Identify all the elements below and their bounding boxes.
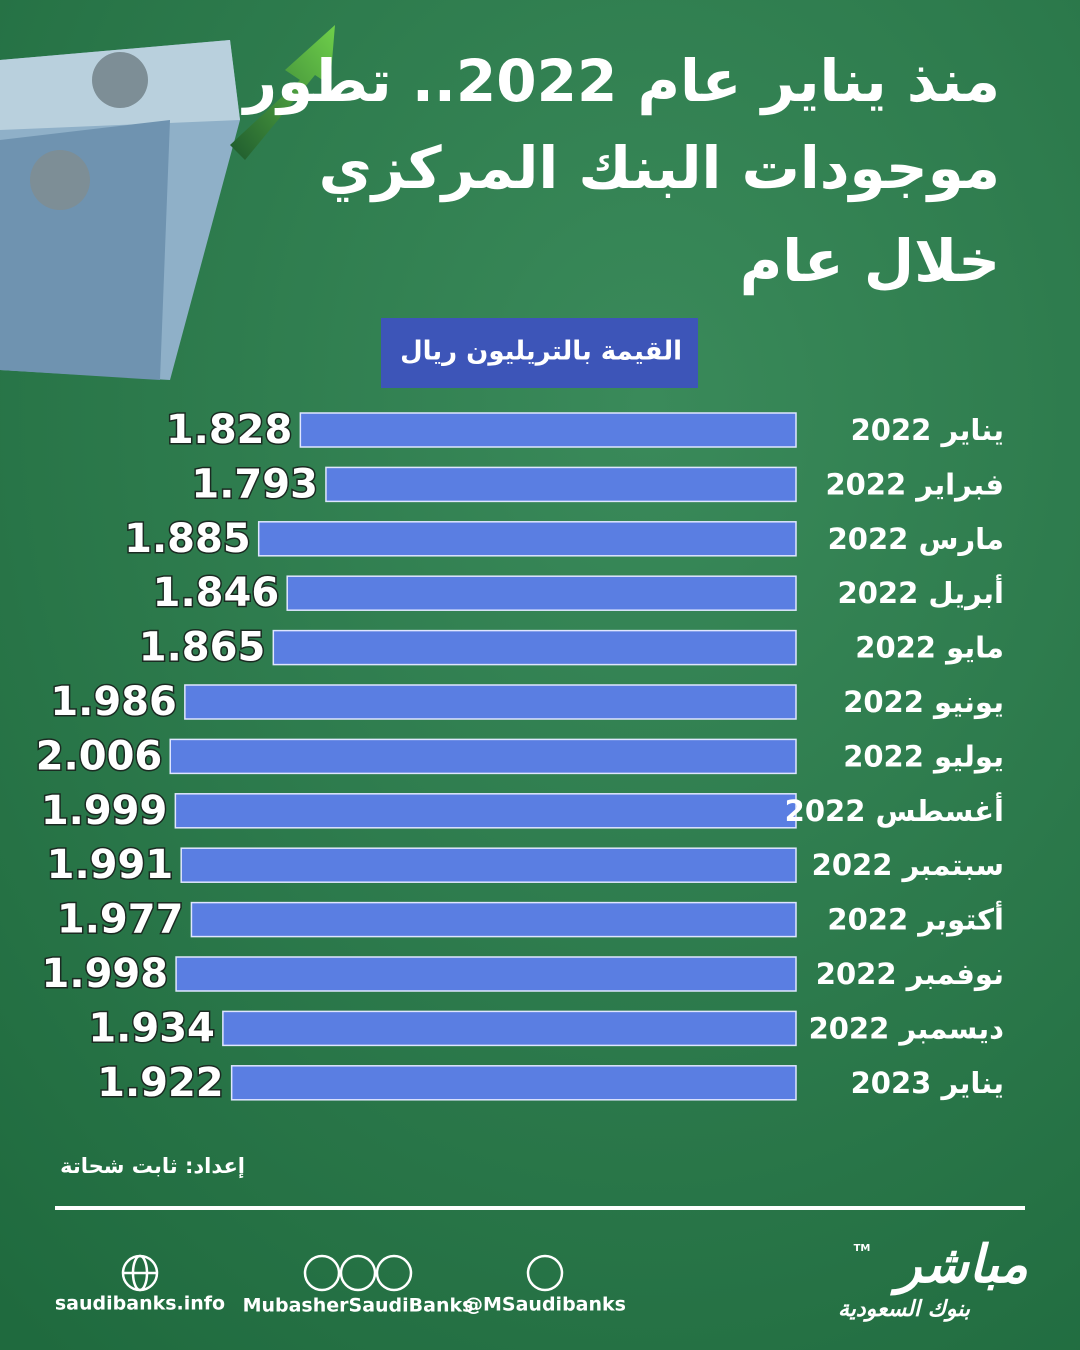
unit-box <box>381 318 698 388</box>
category-label: مارس 2022 <box>828 522 1004 556</box>
value-label: 1.793 <box>191 461 318 507</box>
bar <box>184 684 797 720</box>
logo: مباشر <box>889 1235 1028 1296</box>
arrow <box>230 25 335 160</box>
bar <box>174 793 797 829</box>
icons <box>121 1254 564 1292</box>
money-stack <box>0 40 240 380</box>
bar <box>272 629 797 666</box>
value-label: 2.006 <box>36 733 163 779</box>
credit: إعداد: ثابت شحاتة <box>60 1154 245 1178</box>
trademark: TM <box>854 1243 871 1254</box>
category-label: فبراير 2022 <box>825 467 1004 501</box>
value-label: 1.828 <box>166 407 293 453</box>
category-label: أغسطس 2022 <box>785 792 1004 828</box>
title-line: خلال عام <box>740 227 1000 295</box>
title-line: منذ يناير عام 2022.. تطور <box>241 47 1000 116</box>
category-label: يناير 2023 <box>851 1066 1004 1100</box>
value-label: 1.865 <box>139 625 266 671</box>
value-label: 1.998 <box>42 951 169 997</box>
category-label: أكتوبر 2022 <box>827 901 1004 937</box>
website: saudibanks.info <box>55 1293 225 1315</box>
bar <box>299 412 797 448</box>
social-handle: MubasherSaudiBanks <box>243 1295 474 1317</box>
twitter-handle: @MSaudibanks <box>464 1294 626 1316</box>
logo-sub: بنوك السعودية <box>838 1297 971 1322</box>
category-label: يونيو 2022 <box>843 685 1004 719</box>
category-label: أبريل 2022 <box>838 574 1004 610</box>
bar <box>175 956 797 992</box>
title-line: موجودات البنك المركزي <box>319 134 1000 203</box>
value-label: 1.977 <box>57 897 184 943</box>
category-label: يوليو 2022 <box>843 739 1004 773</box>
category-label: ديسمبر 2022 <box>809 1011 1004 1045</box>
value-label: 1.934 <box>88 1005 215 1051</box>
bar <box>257 521 797 557</box>
bar <box>325 466 797 503</box>
category-label: نوفمبر 2022 <box>816 957 1004 991</box>
value-label: 1.846 <box>153 570 280 616</box>
bar <box>169 738 797 775</box>
value-label: 1.922 <box>97 1060 224 1106</box>
bar <box>286 575 797 611</box>
value-label: 1.986 <box>50 679 177 725</box>
category-label: سبتمبر 2022 <box>812 848 1004 882</box>
value-label: 1.991 <box>47 842 174 888</box>
value-label: 1.885 <box>124 516 251 562</box>
bar <box>230 1065 797 1101</box>
subtitle: القيمة بالتريليون ريال <box>400 337 682 367</box>
bar <box>180 847 797 883</box>
value-label: 1.999 <box>41 788 168 834</box>
category-label: يناير 2022 <box>851 413 1004 447</box>
bar <box>222 1010 797 1047</box>
bar <box>190 901 797 938</box>
category-label: مايو 2022 <box>855 631 1004 665</box>
